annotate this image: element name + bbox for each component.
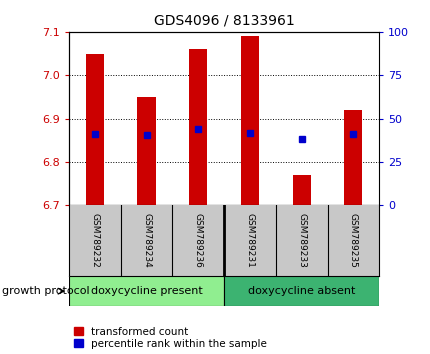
Bar — [137, 97, 155, 205]
Title: GDS4096 / 8133961: GDS4096 / 8133961 — [154, 14, 294, 28]
Bar — [292, 175, 310, 205]
Text: doxycycline present: doxycycline present — [90, 286, 202, 296]
Bar — [189, 49, 207, 205]
Bar — [224, 276, 378, 306]
Text: GSM789233: GSM789233 — [297, 213, 305, 268]
Bar — [344, 110, 362, 205]
Text: GSM789231: GSM789231 — [245, 213, 254, 268]
Bar — [86, 53, 104, 205]
Text: GSM789234: GSM789234 — [142, 213, 150, 268]
Text: GSM789236: GSM789236 — [194, 213, 202, 268]
Text: GSM789232: GSM789232 — [90, 213, 99, 268]
Text: GSM789235: GSM789235 — [348, 213, 357, 268]
Text: doxycycline absent: doxycycline absent — [247, 286, 355, 296]
Bar — [69, 276, 224, 306]
Text: growth protocol: growth protocol — [2, 286, 89, 296]
Legend: transformed count, percentile rank within the sample: transformed count, percentile rank withi… — [74, 327, 266, 349]
Bar — [240, 36, 258, 205]
